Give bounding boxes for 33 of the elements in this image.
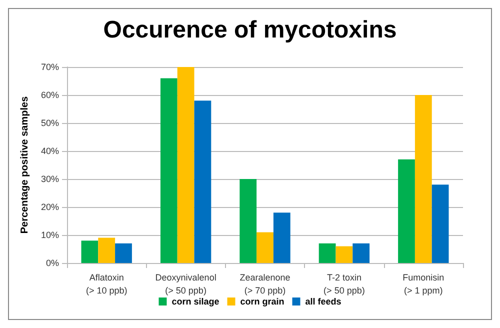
x-tick-label: Fumonisin (> 1 ppm) [402,272,444,296]
bar [240,179,257,263]
y-tick-label: 70% [40,62,59,72]
bar [352,243,370,263]
bar [318,243,336,263]
bar [194,100,212,263]
x-tick-label: T-2 toxin (> 50 ppb) [324,272,365,296]
y-tick-label: 0% [46,258,59,268]
bar [115,243,132,263]
bar [414,95,432,263]
bar [98,238,116,263]
bar [81,240,98,263]
bar [177,67,194,263]
bar [432,184,449,263]
legend-label: all feeds [305,296,342,306]
y-tick-label: 20% [40,202,59,212]
bar [256,232,274,263]
legend-label: corn silage [172,296,220,306]
chart-title: Occurence of mycotoxins [103,16,397,44]
y-tick-label: 60% [40,90,59,100]
x-tick-label: Deoxynivalenol (> 50 ppb) [155,272,216,296]
bar [273,212,290,263]
y-tick-label: 10% [40,230,59,240]
x-tick-label: Aflatoxin (> 10 ppb) [86,272,128,296]
y-tick-label: 40% [40,146,59,156]
legend-label: corn grain [240,296,284,306]
bar [160,78,178,263]
bar [398,159,415,263]
bar [336,246,353,263]
y-axis-title: Percentage positive samples [20,96,31,234]
x-tick-label: Zearalenone (> 70 ppb) [240,272,290,296]
y-tick-label: 30% [40,174,59,184]
y-tick-label: 50% [40,118,59,128]
